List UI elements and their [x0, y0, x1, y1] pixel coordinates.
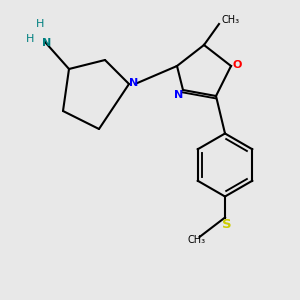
- Text: H: H: [36, 19, 45, 29]
- Text: H: H: [26, 34, 34, 44]
- Text: CH₃: CH₃: [221, 15, 239, 26]
- Text: N: N: [174, 89, 183, 100]
- Text: S: S: [222, 218, 231, 231]
- Text: N: N: [42, 38, 51, 49]
- Text: O: O: [232, 59, 242, 70]
- Text: CH₃: CH₃: [188, 235, 206, 245]
- Text: N: N: [129, 77, 138, 88]
